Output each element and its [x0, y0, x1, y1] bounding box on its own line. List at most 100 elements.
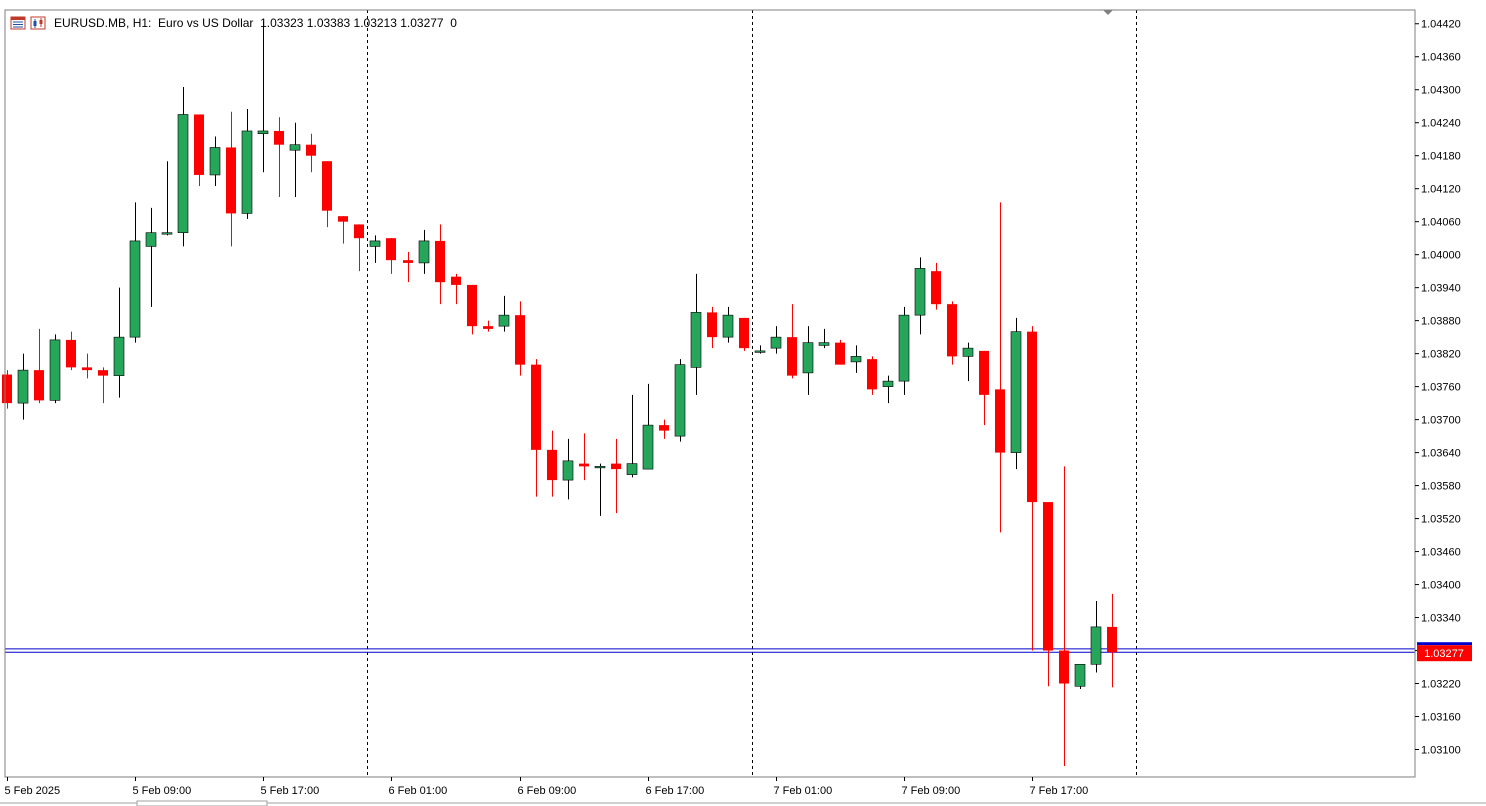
x-tick-label: 6 Feb 09:00 — [518, 785, 577, 797]
candle-body — [403, 260, 413, 263]
candle — [129, 202, 141, 343]
bottom-tabs[interactable] — [0, 800, 1486, 806]
candle — [787, 304, 797, 379]
plot-area — [4, 9, 1416, 778]
candle — [322, 161, 332, 228]
candle-body — [226, 147, 236, 214]
x-tick-label: 5 Feb 17:00 — [261, 785, 320, 797]
y-tick-label: 1.04240 — [1421, 118, 1461, 130]
y-tick-label: 1.04360 — [1421, 52, 1461, 64]
candle-body — [145, 232, 157, 247]
chart-header: EURUSD.MB, H1: Euro vs US Dollar 1.03323… — [10, 14, 457, 32]
candle-body — [690, 312, 702, 368]
candle — [226, 111, 236, 247]
candle-body — [611, 463, 621, 470]
candle — [386, 238, 396, 274]
candle — [947, 301, 957, 365]
time-axis[interactable]: 5 Feb 2025 5 Feb 09:00 5 Feb 17:00 6 Feb 01… — [5, 777, 1089, 797]
ohlc-values: 1.03323 1.03383 1.03213 1.03277 — [260, 16, 444, 30]
candle — [369, 235, 381, 263]
candle-body — [531, 364, 541, 450]
candle — [674, 359, 686, 442]
candle-body — [707, 312, 717, 338]
candle-body — [642, 424, 654, 470]
candle-body — [306, 144, 316, 156]
x-tick-label: 7 Feb 09:00 — [902, 785, 961, 797]
candle — [1107, 593, 1117, 688]
timeframe-label: H1 — [132, 16, 149, 30]
candle — [931, 262, 941, 310]
y-tick-label: 1.04120 — [1421, 184, 1461, 196]
candle-body — [802, 342, 814, 374]
candle — [979, 350, 989, 426]
candles-icon[interactable] — [30, 16, 46, 30]
y-tick-label: 1.03400 — [1421, 580, 1461, 592]
candle — [754, 345, 766, 354]
candle — [835, 339, 845, 365]
candle-body — [1043, 502, 1053, 651]
candle-body — [979, 350, 989, 395]
candle — [739, 317, 749, 351]
candle-body — [659, 425, 669, 431]
y-tick-label: 1.03760 — [1421, 382, 1461, 394]
current-price-label: 1.03277 — [1417, 642, 1472, 662]
x-tick-label: 5 Feb 2025 — [5, 785, 61, 797]
x-tick-label: 7 Feb 01:00 — [774, 785, 833, 797]
y-tick-label: 1.03640 — [1421, 448, 1461, 460]
candle — [113, 287, 125, 398]
y-tick-label: 1.03460 — [1421, 547, 1461, 559]
candle-body — [818, 342, 830, 346]
candle-body — [722, 314, 734, 338]
candle-body — [754, 350, 766, 353]
symbol-description: Euro vs US Dollar — [158, 16, 254, 30]
candle-body — [98, 370, 108, 376]
candle — [642, 383, 654, 470]
y-tick-label: 1.03520 — [1421, 514, 1461, 526]
candle-body — [850, 356, 862, 363]
y-tick-label: 1.04300 — [1421, 85, 1461, 97]
candle-body — [467, 284, 477, 327]
candle — [354, 224, 364, 272]
candle — [435, 224, 445, 305]
symbol-name: EURUSD.MB — [54, 16, 127, 30]
candle-body — [515, 315, 525, 365]
x-tick-label: 5 Feb 09:00 — [133, 785, 192, 797]
candle — [1059, 466, 1069, 767]
candle — [34, 328, 44, 404]
candle — [98, 367, 108, 404]
candle-body — [898, 314, 910, 382]
x-tick-label: 6 Feb 17:00 — [646, 785, 705, 797]
candle-body — [209, 147, 221, 176]
candle — [418, 229, 430, 274]
candle-body — [995, 389, 1005, 453]
candle — [1027, 326, 1037, 651]
candle-body — [498, 314, 510, 327]
y-tick-label: 1.03580 — [1421, 481, 1461, 493]
candle — [707, 306, 717, 349]
y-tick-label: 1.03160 — [1421, 712, 1461, 724]
candle — [579, 433, 589, 481]
candle — [209, 136, 221, 186]
candle — [177, 86, 189, 247]
candle — [850, 345, 862, 373]
candle-body — [386, 238, 396, 261]
candle-body — [1107, 626, 1117, 653]
candle-body — [82, 367, 92, 371]
y-tick-label: 1.04060 — [1421, 217, 1461, 229]
chart-grid-icon[interactable] — [10, 16, 26, 30]
candle-body — [914, 268, 926, 316]
y-tick-label: 1.04180 — [1421, 151, 1461, 163]
candle-body — [579, 463, 589, 467]
y-tick-label: 1.03820 — [1421, 349, 1461, 361]
chart-shift-marker-icon[interactable] — [1103, 10, 1113, 15]
candle — [898, 306, 910, 395]
candle — [818, 328, 830, 349]
candle-body — [770, 336, 782, 349]
candle — [194, 114, 204, 186]
candle — [483, 320, 493, 332]
candle-body — [835, 342, 845, 365]
candle-body — [369, 240, 381, 247]
candle-body — [1090, 626, 1102, 665]
